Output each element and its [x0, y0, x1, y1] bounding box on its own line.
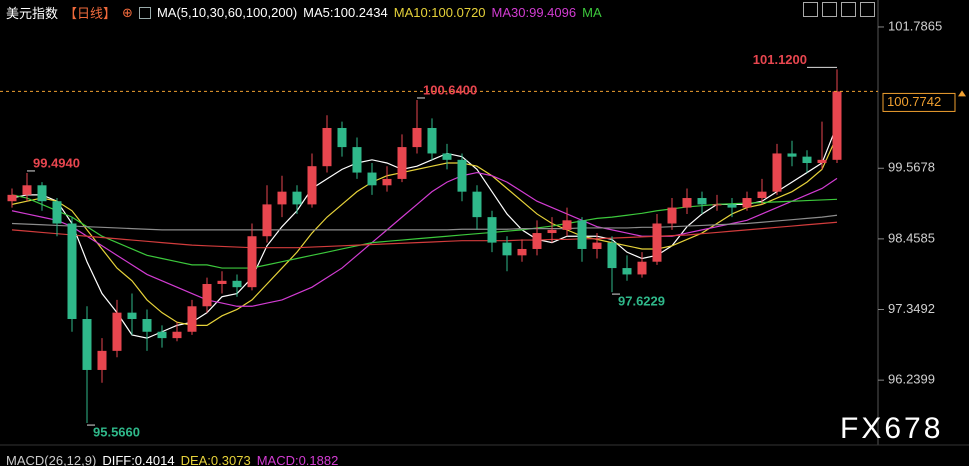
candle-body [142, 319, 152, 332]
candle-body [547, 229, 557, 234]
candle-body [262, 204, 272, 237]
y-tick-label: 101.7865 [888, 18, 942, 33]
candle-body [742, 198, 752, 208]
extreme-label: 95.5660 [93, 424, 140, 439]
candle-body [427, 127, 437, 154]
y-tick-label: 98.4585 [888, 230, 935, 245]
macd-label: MACD(26,12,9) [6, 453, 97, 466]
candle-body [757, 191, 767, 199]
y-tick-label: 97.3492 [888, 301, 935, 316]
ma-line [11, 214, 838, 231]
candle-body [37, 185, 47, 202]
period-label[interactable]: 【日线】 [64, 6, 117, 21]
candle-body [517, 248, 527, 256]
candle-body [397, 147, 407, 179]
extreme-label: 97.6229 [618, 294, 665, 309]
candle-body [562, 220, 572, 230]
candle-body [607, 242, 617, 269]
candle-body [727, 204, 737, 208]
chart-header: 美元指数 【日线】 ⊕ MA(5,10,30,60,100,200) MA5:1… [6, 3, 602, 22]
candle-body [832, 91, 842, 160]
candle-body [442, 153, 452, 160]
watermark: FX678 [840, 412, 944, 445]
candle-body [337, 127, 347, 148]
candle-body [457, 159, 467, 192]
candle-body [577, 220, 587, 249]
y-tick-label: 99.5678 [888, 160, 935, 175]
candle-body [22, 185, 32, 195]
candle-body [7, 194, 17, 202]
candle-body [802, 156, 812, 164]
legend-item: MA10:100.0720 [393, 5, 486, 20]
macd-label: DIFF:0.4014 [102, 453, 175, 466]
last-price-marker [958, 90, 966, 97]
chart-title: 美元指数 [6, 6, 59, 21]
last-price-box [882, 92, 956, 112]
legend-item: MA30:99.4096 [491, 5, 577, 20]
candle-body [67, 223, 77, 320]
last-price-label: 100.7742 [887, 94, 941, 109]
extreme-label: 99.4940 [33, 155, 80, 170]
candle-body [472, 191, 482, 218]
candle-body [322, 127, 332, 167]
indicator-icon[interactable] [138, 6, 151, 19]
candle-body [382, 178, 392, 186]
candle-body [637, 261, 647, 275]
extreme-label: 100.6400 [423, 82, 477, 97]
candle-body [712, 204, 722, 206]
macd-label: DEA:0.3073 [180, 453, 251, 466]
ma-line [11, 221, 838, 249]
candle-body [52, 201, 62, 224]
candle-body [217, 280, 227, 284]
ma-line [11, 125, 838, 339]
tool-button[interactable] [841, 2, 856, 17]
candle-body [502, 242, 512, 256]
candle-body [202, 283, 212, 307]
toolbar [803, 2, 875, 17]
tool-button[interactable] [822, 2, 837, 17]
ma-line [11, 194, 838, 269]
indicator-label[interactable]: MA(5,10,30,60,100,200) [156, 5, 298, 20]
candle-body [697, 198, 707, 205]
tool-button[interactable] [803, 2, 818, 17]
candle-body [247, 236, 257, 288]
candle-body [772, 153, 782, 192]
candle-body [172, 331, 182, 339]
ma-line [11, 135, 838, 326]
macd-label: MACD:0.1882 [256, 453, 339, 466]
extreme-label: 101.1200 [753, 52, 807, 67]
candle-body [817, 159, 827, 164]
candle-body [232, 280, 242, 288]
candle-body [652, 223, 662, 262]
candle-body [787, 153, 797, 157]
legend-item: MA5:100.2434 [303, 5, 388, 20]
candle-body [532, 233, 542, 249]
macd-header: MACD(26,12,9) DIFF:0.4014 DEA:0.3073 MACD:0… [6, 453, 338, 466]
candle-body [97, 350, 107, 370]
candle-body [682, 198, 692, 208]
candle-body [622, 268, 632, 275]
candle-body [592, 242, 602, 249]
candle-body [277, 191, 287, 205]
legend-item: MA [582, 5, 602, 20]
candle-body [157, 331, 167, 339]
candle-body [292, 191, 302, 205]
candle-body [127, 312, 137, 320]
tool-button[interactable] [860, 2, 875, 17]
candle-body [307, 166, 317, 205]
candle-body [187, 306, 197, 332]
candle-body [367, 172, 377, 186]
candle-body [487, 217, 497, 243]
candle-body [352, 147, 362, 173]
y-tick-label: 96.2399 [888, 372, 935, 387]
add-button[interactable]: ⊕ [122, 4, 133, 20]
candle-body [82, 319, 92, 370]
candle-body [667, 207, 677, 224]
candle-body [112, 312, 122, 351]
candle-body [412, 127, 422, 148]
ma-line [11, 171, 838, 307]
